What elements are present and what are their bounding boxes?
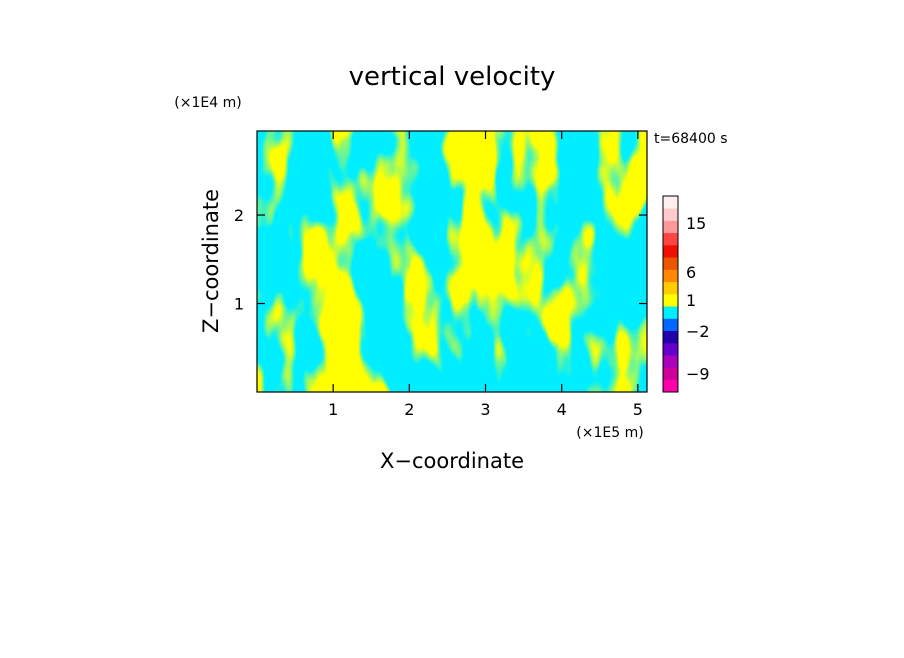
time-label: t=68400 s <box>654 131 728 147</box>
colorbar-label: 15 <box>686 214 706 233</box>
colorbar-swatch <box>663 208 678 221</box>
colorbar-label: −2 <box>686 322 710 341</box>
x-unit-label: (×1E5 m) <box>576 425 643 441</box>
plot-frame <box>256 130 648 393</box>
colorbar-swatch <box>663 306 678 319</box>
colorbar-swatch <box>663 294 678 307</box>
positive-velocity-field <box>257 131 647 392</box>
y-tick-label: 1 <box>234 295 244 314</box>
colorbar-swatch <box>663 367 678 381</box>
colorbar-swatch <box>663 281 678 295</box>
x-axis-ticks: 1 2 3 4 5 <box>328 131 643 419</box>
colorbar-swatch <box>663 220 678 234</box>
x-tick-label: 5 <box>633 400 643 419</box>
y-axis-ticks: 12 <box>234 206 647 314</box>
x-tick-label: 4 <box>557 400 567 419</box>
colorbar-swatch <box>663 257 678 270</box>
y-tick-label: 2 <box>234 206 244 225</box>
x-tick-label: 3 <box>480 400 490 419</box>
plot-area <box>256 130 648 393</box>
y-unit-label: (×1E4 m) <box>174 95 241 111</box>
colorbar-swatch <box>663 355 678 368</box>
colorbar: −9 −2 1 6 15 <box>662 195 710 393</box>
colorbar-frame <box>662 195 679 393</box>
colorbar-swatch <box>663 343 678 356</box>
colorbar-label: −9 <box>686 365 710 384</box>
colorbar-swatch <box>663 232 678 246</box>
x-axis-label: X−coordinate <box>380 449 524 473</box>
colorbar-swatch <box>663 196 678 209</box>
chart-title: vertical velocity <box>349 62 556 92</box>
colorbar-swatch <box>663 379 678 393</box>
x-tick-label: 1 <box>328 400 338 419</box>
colorbar-swatch <box>663 245 678 258</box>
x-tick-label: 2 <box>404 400 414 419</box>
colorbar-label: 6 <box>686 263 696 282</box>
colorbar-swatch <box>663 330 678 344</box>
colorbar-swatch <box>663 318 678 332</box>
colorbar-swatch <box>663 269 678 283</box>
y-axis-label: Z−coordinate <box>199 189 223 333</box>
colorbar-label: 1 <box>686 291 696 310</box>
